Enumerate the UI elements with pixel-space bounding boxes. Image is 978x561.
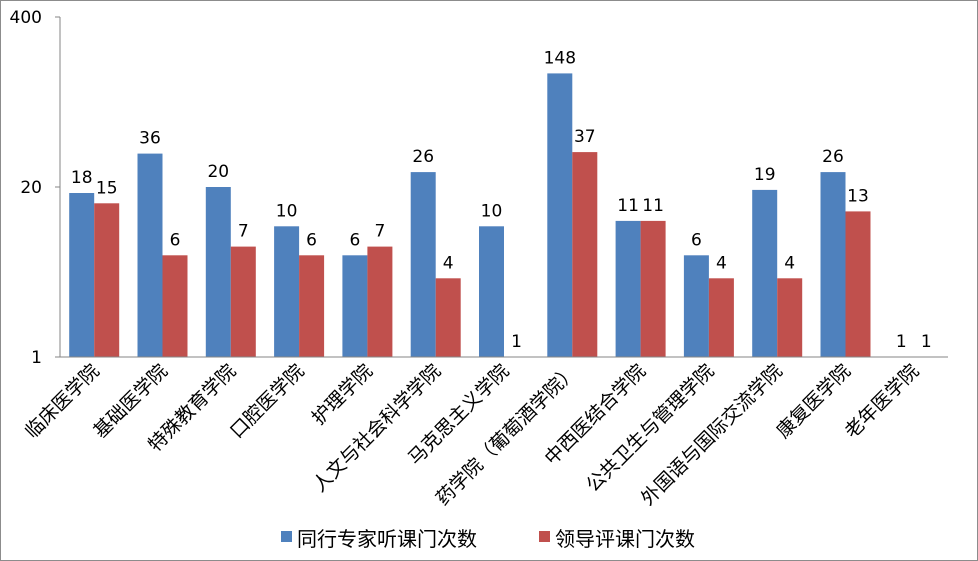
- data-label-series-2-3: 7: [238, 222, 249, 242]
- bar-series-1-1: [69, 193, 95, 357]
- legend-label-series-1: 同行专家听课门次数: [297, 527, 477, 551]
- category-label-5: 护理学院: [308, 360, 377, 429]
- bar-series-2-9: [640, 220, 666, 357]
- data-label-series-1-8: 148: [544, 48, 576, 68]
- bar-series-1-3: [205, 187, 231, 357]
- category-label-6: 人文与社会科学学院: [309, 360, 445, 496]
- data-label-series-1-3: 20: [207, 162, 229, 182]
- category-labels-layer: 临床医学院基础医学院特殊教育学院口腔医学院护理学院人文与社会科学学院马克思主义学…: [21, 360, 923, 510]
- category-label-10: 公共卫生与管理学院: [582, 360, 718, 496]
- bar-series-2-4: [299, 255, 325, 357]
- data-label-series-1-2: 36: [139, 129, 161, 149]
- bars-layer: [69, 73, 871, 358]
- legend-swatch-series-1: [281, 531, 292, 542]
- data-label-series-2-1: 15: [96, 178, 118, 198]
- data-label-series-2-9: 11: [642, 196, 664, 216]
- y-tick-label-1: 1: [31, 348, 42, 368]
- data-label-series-1-5: 6: [349, 230, 360, 250]
- bar-series-1-4: [274, 226, 300, 357]
- bar-series-2-12: [845, 211, 871, 357]
- bar-series-1-5: [342, 255, 368, 357]
- bar-series-1-9: [615, 220, 641, 357]
- bar-series-1-12: [820, 172, 846, 357]
- data-label-series-1-12: 26: [822, 147, 844, 167]
- data-label-series-2-13: 1: [921, 332, 932, 352]
- data-label-series-2-12: 13: [847, 186, 869, 206]
- bar-series-2-3: [230, 246, 256, 357]
- y-tick-label-2: 20: [20, 178, 42, 198]
- bar-series-2-2: [162, 255, 188, 357]
- bar-series-1-7: [479, 226, 504, 357]
- category-label-13: 老年医学院: [841, 360, 924, 443]
- data-label-series-1-13: 1: [896, 332, 907, 352]
- data-label-series-2-11: 4: [784, 253, 795, 273]
- bar-series-1-8: [547, 73, 573, 358]
- data-label-series-2-7: 1: [511, 332, 522, 352]
- data-label-series-1-9: 11: [617, 196, 639, 216]
- data-label-series-1-10: 6: [691, 230, 702, 250]
- data-label-series-2-2: 6: [170, 230, 181, 250]
- y-ticks-layer: 1 20 400: [10, 8, 60, 368]
- bar-series-2-11: [777, 278, 803, 357]
- legend: 同行专家听课门次数 领导评课门次数: [281, 527, 695, 551]
- bar-series-2-1: [94, 203, 120, 357]
- bar-series-1-2: [137, 153, 163, 357]
- legend-swatch-series-2: [539, 531, 550, 542]
- bar-series-2-8: [572, 152, 598, 357]
- bar-series-1-10: [683, 255, 709, 357]
- data-label-series-1-1: 18: [71, 168, 93, 188]
- y-tick-label-3: 400: [10, 8, 42, 28]
- bar-series-2-6: [435, 278, 461, 357]
- data-label-series-1-7: 10: [481, 201, 503, 221]
- data-label-series-1-11: 19: [754, 165, 776, 185]
- category-label-4: 口腔医学院: [226, 360, 309, 443]
- data-label-series-2-10: 4: [716, 253, 727, 273]
- data-label-series-2-8: 37: [574, 127, 596, 147]
- category-label-11: 外国语与国际交流学院: [637, 360, 787, 510]
- data-label-series-2-5: 7: [374, 222, 385, 242]
- data-label-series-2-6: 4: [443, 253, 454, 273]
- bar-series-1-11: [752, 189, 778, 357]
- data-label-series-1-6: 26: [412, 147, 434, 167]
- data-label-series-2-4: 6: [306, 230, 317, 250]
- legend-label-series-2: 领导评课门次数: [555, 527, 695, 551]
- bar-series-2-5: [367, 246, 393, 357]
- bar-series-1-6: [410, 172, 436, 357]
- data-label-series-1-4: 10: [276, 201, 298, 221]
- bar-series-2-10: [708, 278, 734, 357]
